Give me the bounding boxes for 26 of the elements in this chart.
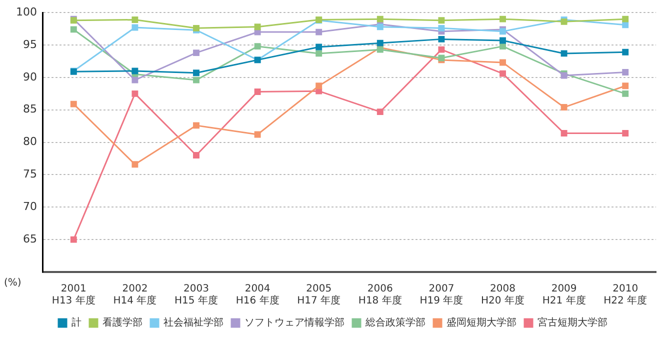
legend-label: 盛岡短期大学部	[446, 316, 516, 329]
legend-label: 社会福祉学部	[164, 316, 224, 329]
x-tick-label: 2007 H19 年度	[420, 284, 464, 307]
x-tick-label: 2004 H16 年度	[236, 284, 280, 307]
legend-label: ソフトウェア情報学部	[244, 316, 344, 329]
y-tick-label: 90	[22, 70, 37, 84]
x-tick-label: 2006 H18 年度	[358, 284, 402, 307]
legend-label: 総合政策学部	[364, 316, 426, 329]
legend-label: 看護学部	[102, 316, 142, 329]
y-tick-label: 85	[22, 102, 37, 116]
legend-label: 宮古短期大学部	[538, 316, 608, 329]
x-tick-label: 2001 H13 年度	[52, 284, 96, 307]
x-tick-label: 2008 H20 年度	[481, 284, 524, 307]
y-tick-label: 70	[22, 200, 37, 214]
x-tick-label: 2010 H22 年度	[604, 284, 648, 307]
y-tick-label: 95	[22, 38, 37, 51]
x-tick-label: 2005 H17 年度	[297, 284, 341, 307]
x-tick-label: 2002 H14 年度	[113, 284, 157, 307]
y-tick-label: 100	[16, 5, 37, 18]
y-tick-label: 80	[22, 135, 37, 148]
y-tick-label: 75	[22, 168, 37, 181]
x-tick-label: 2009 H21 年度	[542, 284, 586, 307]
y-tick-label: 65	[22, 232, 37, 246]
y-axis-title: (%)	[4, 278, 22, 289]
legend-label: 計	[72, 316, 82, 329]
x-tick-label: 2003 H15 年度	[174, 284, 218, 307]
